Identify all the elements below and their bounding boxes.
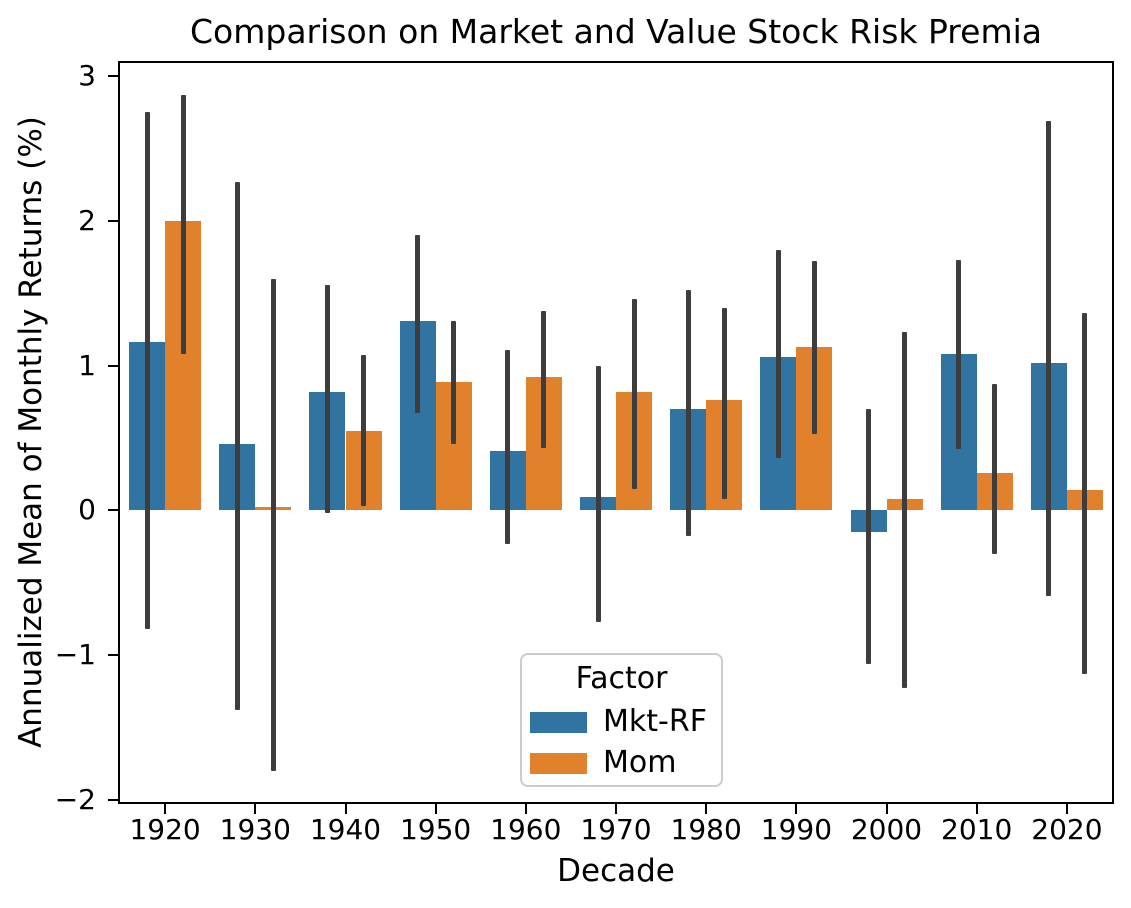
x-axis-label: Decade <box>557 853 675 889</box>
x-tick-label-2000: 2000 <box>850 813 923 846</box>
legend-label-mom: Mom <box>603 745 677 780</box>
x-tick-mark-1920 <box>164 804 167 814</box>
error-bar-mom-1950 <box>451 320 457 444</box>
x-tick-mark-2000 <box>885 804 888 814</box>
x-tick-label-1920: 1920 <box>129 813 201 846</box>
y-tick-mark--1 <box>108 654 120 657</box>
plot-area: Factor Mkt-RF Mom <box>118 61 1114 804</box>
error-bar-mom-1990 <box>811 261 817 434</box>
error-bar-mkt-rf-1950 <box>415 235 421 414</box>
x-tick-label-1990: 1990 <box>760 813 833 846</box>
y-tick-label-3: 3 <box>78 59 96 92</box>
error-bar-mom-1970 <box>631 299 637 489</box>
error-bar-mom-1920 <box>180 94 186 354</box>
y-tick-mark-1 <box>108 364 120 367</box>
error-bar-mkt-rf-2010 <box>956 259 962 450</box>
error-bar-mom-2010 <box>992 384 998 554</box>
error-bar-mkt-rf-2000 <box>866 409 871 664</box>
x-tick-label-1980: 1980 <box>670 813 742 846</box>
error-bar-mom-1930 <box>270 278 276 771</box>
y-tick-mark-0 <box>108 509 120 512</box>
error-bar-mkt-rf-2020 <box>1046 120 1052 596</box>
legend: Factor Mkt-RF Mom <box>520 653 723 787</box>
x-tick-label-1940: 1940 <box>309 813 382 846</box>
legend-title: Factor <box>575 661 668 696</box>
error-bar-mkt-rf-1940 <box>324 284 330 514</box>
y-tick-label-2: 2 <box>78 203 96 237</box>
error-bar-mom-1980 <box>721 307 727 499</box>
x-tick-mark-1960 <box>524 804 527 814</box>
x-tick-mark-1980 <box>705 804 708 814</box>
legend-swatch-mkt-rf <box>530 711 587 733</box>
y-tick-label-1: 1 <box>78 348 96 382</box>
x-tick-label-1960: 1960 <box>490 813 562 846</box>
x-tick-label-2010: 2010 <box>941 813 1013 846</box>
legend-item-mom: Mom <box>530 747 713 779</box>
y-tick-mark-2 <box>108 219 120 222</box>
y-tick-label--2: −2 <box>54 782 96 816</box>
error-bar-mkt-rf-1980 <box>685 290 691 537</box>
x-tick-label-1950: 1950 <box>399 813 472 846</box>
x-tick-mark-1970 <box>615 804 617 814</box>
legend-label-mkt-rf: Mkt-RF <box>603 704 707 739</box>
x-tick-mark-2020 <box>1065 804 1068 814</box>
error-bar-mkt-rf-1930 <box>234 181 240 711</box>
x-tick-mark-1930 <box>254 804 257 814</box>
error-bar-mom-1960 <box>541 310 547 448</box>
error-bar-mom-1940 <box>361 355 366 506</box>
y-tick-label--1: −1 <box>54 638 96 672</box>
y-tick-label-0: 0 <box>78 493 96 527</box>
error-bar-mkt-rf-1920 <box>144 112 150 629</box>
error-bar-mkt-rf-1970 <box>595 365 601 622</box>
y-tick-mark--2 <box>108 798 120 801</box>
error-bar-mom-2000 <box>902 332 908 689</box>
x-tick-mark-2010 <box>975 804 978 814</box>
x-tick-label-1930: 1930 <box>219 813 291 846</box>
x-tick-label-1970: 1970 <box>580 813 652 846</box>
legend-items: Mkt-RF Mom <box>530 697 713 779</box>
error-bar-mkt-rf-1960 <box>505 349 511 544</box>
y-tick-mark-3 <box>108 75 120 77</box>
x-tick-label-2020: 2020 <box>1031 813 1103 846</box>
x-tick-mark-1950 <box>434 804 437 814</box>
error-bar-mom-2020 <box>1082 313 1088 674</box>
x-tick-mark-1990 <box>795 804 798 814</box>
error-bar-mkt-rf-1990 <box>775 249 781 459</box>
chart-title: Comparison on Market and Value Stock Ris… <box>190 12 1042 51</box>
legend-swatch-mom <box>530 752 587 774</box>
legend-item-mkt-rf: Mkt-RF <box>530 706 713 738</box>
x-tick-mark-1940 <box>344 804 347 814</box>
